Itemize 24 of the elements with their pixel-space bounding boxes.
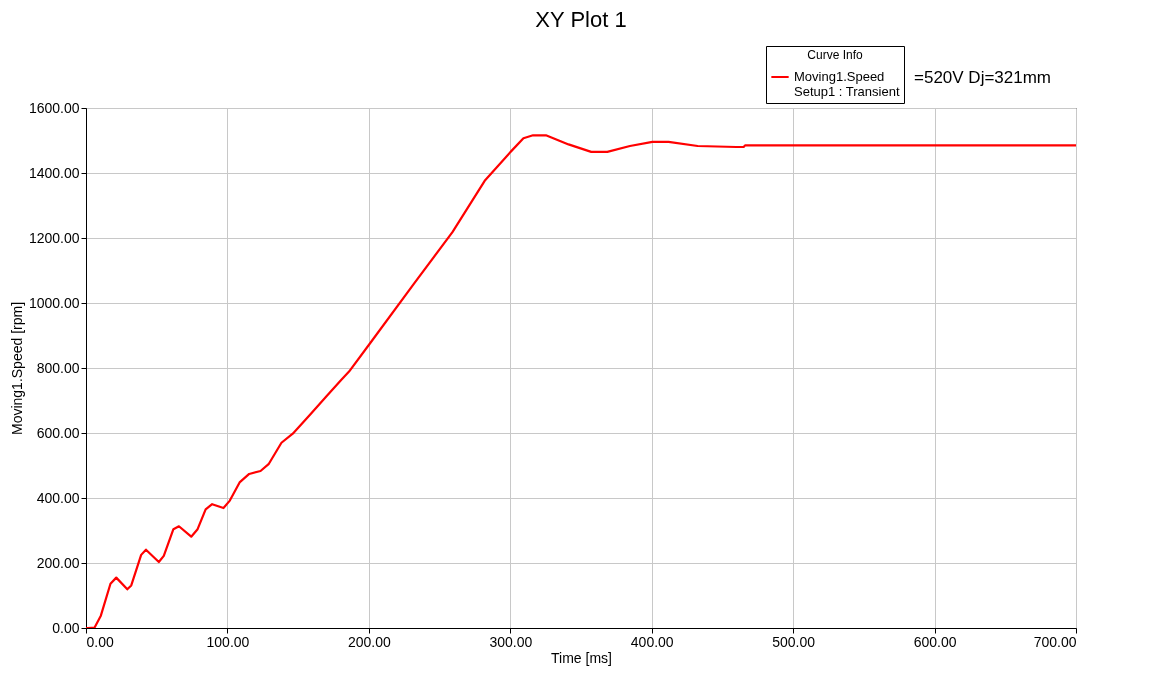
x-tick-label: 0.00 <box>86 633 114 650</box>
y-tick-label: 0.00 <box>52 619 80 636</box>
x-axis-title: Time [ms] <box>551 649 612 666</box>
chart-title: XY Plot 1 <box>535 6 627 32</box>
x-tick-label: 300.00 <box>489 633 533 650</box>
y-tick-label: 200.00 <box>36 554 80 571</box>
text: Setup1 : Transient <box>794 84 900 99</box>
y-tick-label: 600.00 <box>36 424 80 441</box>
x-tick-label: 400.00 <box>630 633 674 650</box>
x-tick-label: 200.00 <box>347 633 391 650</box>
x-tick-label: 100.00 <box>206 633 250 650</box>
y-tick-label: 1600.00 <box>28 99 80 116</box>
y-tick-label: 1400.00 <box>28 164 80 181</box>
legend-label: Moving1.Speed <box>794 69 885 84</box>
legend-title: Curve Info <box>807 48 864 62</box>
x-tick-label: 500.00 <box>772 633 816 650</box>
x-tick-label: 700.00 <box>1033 633 1077 650</box>
y-tick-label: 1000.00 <box>28 294 80 311</box>
y-axis-title: Moving1.Speed [rpm] <box>8 301 25 436</box>
x-tick-label: 600.00 <box>913 633 957 650</box>
y-tick-label: 400.00 <box>36 489 80 506</box>
y-tick-label: 800.00 <box>36 359 80 376</box>
text: =520V Dj=321mm <box>914 68 1052 87</box>
y-tick-label: 1200.00 <box>28 229 80 246</box>
